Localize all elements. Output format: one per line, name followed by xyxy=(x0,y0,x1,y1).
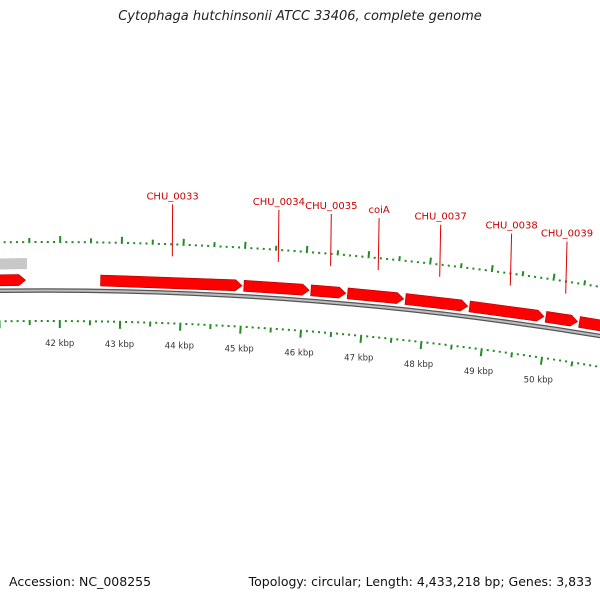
gene-label[interactable]: CHU_0038 xyxy=(485,221,537,232)
outer-scale-ticks xyxy=(3,236,598,288)
outer-tick xyxy=(583,280,587,286)
genome-backbone xyxy=(0,258,600,339)
scale-label: 45 kbp xyxy=(225,345,254,355)
scale-label: 49 kbp xyxy=(464,367,493,377)
gene-arrow[interactable] xyxy=(310,284,347,299)
gene-label[interactable]: CHU_0034 xyxy=(253,197,305,208)
gene-label-connector xyxy=(509,233,513,286)
gene-label-connector xyxy=(277,209,280,262)
gene-label[interactable]: CHU_0035 xyxy=(305,201,357,212)
inner-tick xyxy=(570,361,574,367)
inner-tick xyxy=(419,340,423,350)
gene-label[interactable]: CHU_0039 xyxy=(541,229,593,240)
gene-label-connector xyxy=(330,213,332,266)
inner-tick xyxy=(299,329,302,338)
outer-tick xyxy=(336,250,340,256)
scale-label: 48 kbp xyxy=(404,360,433,370)
gene-label[interactable]: CHU_0033 xyxy=(146,191,198,202)
inner-tick xyxy=(359,334,363,343)
scale-labels: 42 kbp 43 kbp 44 kbp 45 kbp 46 kbp 47 kbp 48 k… xyxy=(45,339,553,386)
gene-arrow[interactable] xyxy=(578,316,600,333)
gene-label[interactable]: coiA xyxy=(368,205,389,216)
map-title: Cytophaga hutchinsonii ATCC 33406, compl… xyxy=(118,9,482,24)
scale-label: 46 kbp xyxy=(284,349,313,359)
outer-tick xyxy=(305,245,309,253)
accession-label: Accession: NC_008255 xyxy=(9,574,152,589)
outer-tick xyxy=(429,257,432,265)
outer-tick xyxy=(552,273,556,281)
inner-tick xyxy=(539,356,544,365)
gene-arrow[interactable] xyxy=(243,279,310,296)
scale-label: 47 kbp xyxy=(344,354,373,364)
outer-tick xyxy=(367,251,371,259)
inner-tick xyxy=(479,348,483,357)
gene-arrow[interactable] xyxy=(346,287,405,304)
gene-track xyxy=(0,274,600,333)
scale-label: 44 kbp xyxy=(165,342,194,352)
scale-label: 42 kbp xyxy=(45,339,74,349)
outer-tick xyxy=(460,263,463,269)
inner-tick xyxy=(510,352,513,358)
gene-label-connector xyxy=(377,218,380,271)
gene-arrow[interactable] xyxy=(544,311,579,327)
outer-tick xyxy=(521,271,525,277)
inner-scale-ticks xyxy=(0,320,598,368)
scale-label: 50 kbp xyxy=(524,376,553,386)
inner-tick xyxy=(389,337,393,343)
gene-labels: CHU_0033 CHU_0034 CHU_0035 coiA CHU_0037 CHU_… xyxy=(146,191,593,294)
gene-arrow[interactable] xyxy=(100,274,243,292)
neighbor-feature xyxy=(0,258,27,270)
gene-arrow[interactable] xyxy=(468,300,545,322)
gene-label-connector xyxy=(565,241,568,294)
inner-tick xyxy=(450,344,453,350)
outer-tick xyxy=(398,256,401,262)
gene-label[interactable]: CHU_0037 xyxy=(415,212,467,223)
gene-arrow[interactable] xyxy=(404,293,469,312)
scale-label: 43 kbp xyxy=(105,340,134,350)
backbone-core xyxy=(0,289,600,338)
outer-tick xyxy=(490,264,494,273)
gene-label-connector xyxy=(439,224,442,277)
genome-summary: Topology: circular; Length: 4,433,218 bp… xyxy=(248,574,592,589)
gene-arrow[interactable] xyxy=(0,274,26,287)
inner-tick xyxy=(239,325,242,334)
